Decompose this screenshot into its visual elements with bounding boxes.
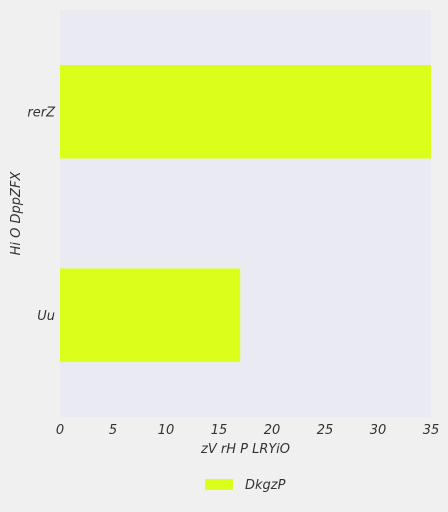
bars-group: [60, 64, 431, 363]
y-tick-label: rerZ: [27, 105, 56, 120]
legend-label: DkgzP: [245, 478, 286, 493]
bar-rerZ: [60, 64, 431, 159]
bar-Uu: [60, 268, 241, 363]
x-tick-label: 25: [317, 423, 334, 438]
legend-swatch: [205, 479, 233, 490]
x-tick-label: 15: [211, 423, 228, 438]
x-axis-label: zV rH P LRYiO: [200, 442, 290, 457]
x-axis-ticks: 0 5 10 15 20 25 30 35: [56, 423, 439, 438]
x-tick-label: 30: [370, 423, 387, 438]
y-axis-label: Hi O DppZFX: [9, 171, 24, 256]
x-tick-label: 0: [56, 423, 64, 438]
x-tick-label: 5: [109, 423, 117, 438]
legend: DkgzP: [205, 478, 286, 493]
x-tick-label: 20: [264, 423, 281, 438]
y-tick-label: Uu: [37, 309, 55, 324]
y-axis-ticks: Uu rerZ: [27, 105, 56, 324]
x-tick-label: 10: [158, 423, 175, 438]
x-tick-label: 35: [423, 423, 440, 438]
